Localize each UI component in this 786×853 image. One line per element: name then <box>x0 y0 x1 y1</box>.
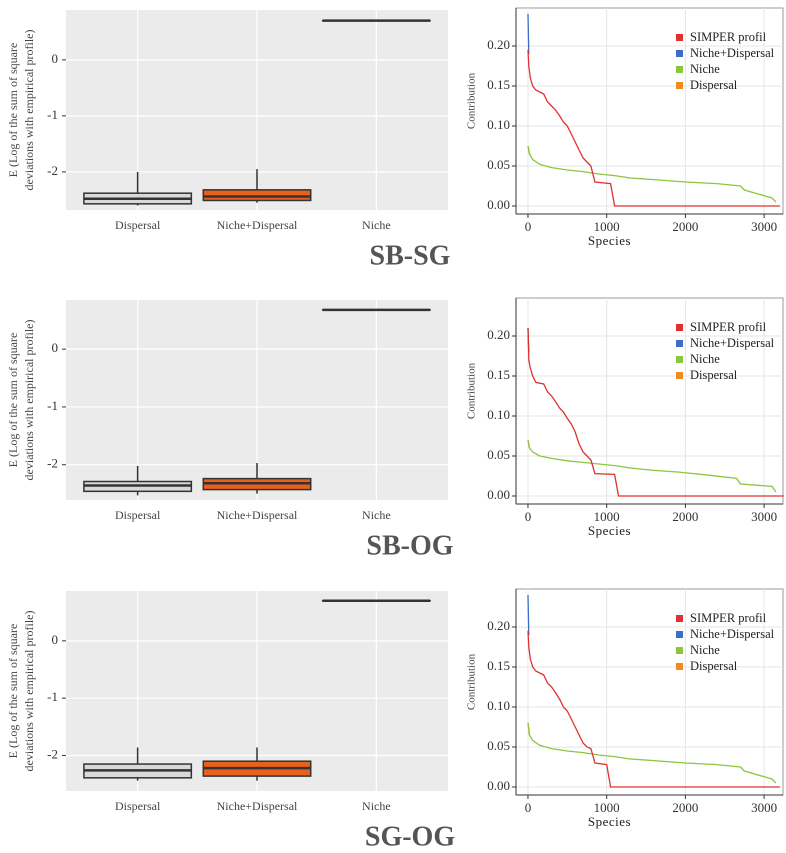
y-tick-label: -1 <box>47 398 58 413</box>
y-axis-label: Contribution <box>466 362 478 419</box>
legend-label: Niche <box>690 352 720 366</box>
y-tick-label: 0.20 <box>487 618 510 633</box>
y-tick-label: 0.10 <box>487 407 510 422</box>
y-tick-label: 0.20 <box>487 327 510 342</box>
y-axis-label: E (Log of the sum of square <box>6 43 20 178</box>
x-tick-label: Niche+Dispersal <box>217 799 298 813</box>
y-tick-label: -1 <box>47 107 58 122</box>
x-tick-label: 3000 <box>751 800 777 815</box>
x-tick-label: 0 <box>525 509 532 524</box>
legend-swatch <box>676 66 683 73</box>
legend-label: Niche+Dispersal <box>690 46 775 60</box>
legend-swatch <box>676 356 683 363</box>
legend-label: SIMPER profil <box>690 320 767 334</box>
legend-label: Dispersal <box>690 368 738 382</box>
y-axis-label: Contribution <box>466 72 478 129</box>
x-tick-label: Dispersal <box>115 218 161 232</box>
y-tick-label: 0.05 <box>487 157 510 172</box>
x-axis-label: Species <box>588 233 631 248</box>
series-line <box>527 439 777 493</box>
series-line <box>527 594 530 636</box>
legend-swatch <box>676 647 683 654</box>
legend-swatch <box>676 631 683 638</box>
y-tick-label: 0 <box>52 340 59 355</box>
x-tick-label: 2000 <box>672 509 698 524</box>
y-tick-label: 0 <box>52 51 59 66</box>
x-axis-label: Species <box>588 523 631 538</box>
x-tick-label: Dispersal <box>115 799 161 813</box>
x-tick-label: 0 <box>525 800 532 815</box>
series-line <box>527 327 784 497</box>
x-tick-label: 1000 <box>594 509 620 524</box>
x-tick-label: Niche <box>362 218 391 232</box>
legend-label: Niche <box>690 62 720 76</box>
series-line <box>527 722 777 784</box>
y-tick-label: 0.15 <box>487 367 510 382</box>
y-tick-label: -2 <box>47 456 58 471</box>
legend-label: SIMPER profil <box>690 611 767 625</box>
x-tick-label: 2000 <box>672 219 698 234</box>
legend-swatch <box>676 34 683 41</box>
y-tick-label: -1 <box>47 689 58 704</box>
y-tick-label: 0.10 <box>487 698 510 713</box>
series-line <box>527 49 780 207</box>
x-tick-label: Niche+Dispersal <box>217 508 298 522</box>
y-axis-label: deviations with empirical profile) <box>22 611 36 772</box>
legend-label: Niche+Dispersal <box>690 627 775 641</box>
y-axis-label: deviations with empirical profile) <box>22 30 36 191</box>
panel-label: SB-SG <box>370 240 451 271</box>
legend-label: Niche <box>690 643 720 657</box>
legend-swatch <box>676 82 683 89</box>
legend-swatch <box>676 372 683 379</box>
y-tick-label: 0.10 <box>487 117 510 132</box>
legend-swatch <box>676 50 683 57</box>
y-tick-label: 0.00 <box>487 778 510 793</box>
legend-label: Niche+Dispersal <box>690 336 775 350</box>
x-tick-label: Niche <box>362 508 391 522</box>
y-tick-label: 0.15 <box>487 658 510 673</box>
x-tick-label: Dispersal <box>115 508 161 522</box>
x-tick-label: 2000 <box>672 800 698 815</box>
y-tick-label: 0.20 <box>487 37 510 52</box>
y-tick-label: -2 <box>47 746 58 761</box>
x-tick-label: 1000 <box>594 800 620 815</box>
y-axis-label: E (Log of the sum of square <box>6 333 20 468</box>
legend-label: SIMPER profil <box>690 30 767 44</box>
legend-swatch <box>676 663 683 670</box>
legend-swatch <box>676 340 683 347</box>
legend-label: Dispersal <box>690 78 738 92</box>
y-tick-label: 0.05 <box>487 738 510 753</box>
y-tick-label: 0.00 <box>487 487 510 502</box>
x-tick-label: 3000 <box>751 219 777 234</box>
x-axis-label: Species <box>588 814 631 829</box>
x-tick-label: Niche+Dispersal <box>217 218 298 232</box>
legend-swatch <box>676 615 683 622</box>
y-tick-label: 0.05 <box>487 447 510 462</box>
panel-label: SG-OG <box>365 821 455 852</box>
series-line <box>527 630 780 788</box>
y-axis-label: Contribution <box>466 653 478 710</box>
legend-label: Dispersal <box>690 659 738 673</box>
legend-swatch <box>676 324 683 331</box>
box <box>202 189 312 202</box>
y-tick-label: 0.00 <box>487 197 510 212</box>
y-tick-label: 0 <box>52 632 59 647</box>
panel-label: SB-OG <box>366 530 453 561</box>
y-tick-label: 0.15 <box>487 77 510 92</box>
x-tick-label: Niche <box>362 799 391 813</box>
series-line <box>527 13 530 55</box>
x-tick-label: 3000 <box>751 509 777 524</box>
x-tick-label: 1000 <box>594 219 620 234</box>
y-axis-label: E (Log of the sum of square <box>6 624 20 759</box>
x-tick-label: 0 <box>525 219 532 234</box>
y-tick-label: -2 <box>47 163 58 178</box>
series-line <box>527 145 777 203</box>
y-axis-label: deviations with empirical profile) <box>22 320 36 481</box>
